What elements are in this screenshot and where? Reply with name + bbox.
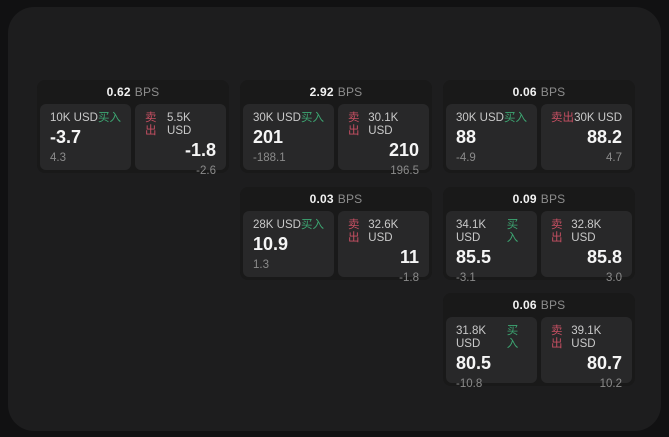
sell-tag[interactable]: 卖出 — [551, 325, 563, 350]
buy-price: -3.7 — [50, 127, 82, 147]
sell-tag[interactable]: 卖出 — [551, 112, 574, 124]
buy-tag[interactable]: 买入 — [301, 112, 324, 124]
bps-header: 0.06 BPS — [443, 293, 635, 317]
buy-price: 80.5 — [456, 353, 492, 373]
buy-amount: 30K USD — [456, 112, 504, 124]
buy-amount: 10K USD — [50, 112, 98, 124]
bps-value: 0.06 — [512, 298, 537, 312]
sell-change: 3.0 — [606, 272, 622, 284]
sell-amount: 32.8K USD — [571, 219, 602, 244]
bps-header: 0.06 BPS — [443, 80, 635, 104]
buy-amount: 31.8K USD — [456, 325, 487, 350]
bps-value: 0.62 — [106, 85, 131, 99]
buy-tag[interactable]: 买入 — [506, 325, 519, 350]
bps-value: 0.09 — [512, 192, 537, 206]
sell-price: 210 — [388, 140, 419, 160]
sell-amount: 32.6K USD — [368, 219, 399, 244]
bps-header: 0.03 BPS — [240, 187, 432, 211]
bps-unit-label: BPS — [540, 85, 566, 99]
bps-unit-label: BPS — [540, 298, 566, 312]
sell-change: 4.7 — [606, 152, 622, 164]
buy-panel[interactable]: 28K USD 买入 10.9 1.3 — [243, 211, 334, 277]
buy-price: 10.9 — [253, 234, 289, 254]
buy-amount: 34.1K USD — [456, 219, 487, 244]
buy-tag[interactable]: 买入 — [301, 219, 324, 231]
buy-price: 85.5 — [456, 247, 492, 267]
buy-tag[interactable]: 买入 — [98, 112, 121, 124]
sell-panel[interactable]: 卖出 30K USD 88.2 4.7 — [541, 104, 632, 170]
buy-amount: 30K USD — [253, 112, 301, 124]
sell-panel[interactable]: 卖出 32.6K USD 11 -1.8 — [338, 211, 429, 284]
bps-unit-label: BPS — [540, 192, 566, 206]
buy-price: 88 — [456, 127, 477, 147]
bps-header: 2.92 BPS — [240, 80, 432, 104]
sell-panel[interactable]: 卖出 5.5K USD -1.8 -2.6 — [135, 104, 226, 177]
buy-panel[interactable]: 10K USD 买入 -3.7 4.3 — [40, 104, 131, 170]
buy-change: -4.9 — [456, 152, 476, 164]
buy-price: 201 — [253, 127, 284, 147]
bps-unit-label: BPS — [134, 85, 160, 99]
buy-panel[interactable]: 30K USD 买入 88 -4.9 — [446, 104, 537, 170]
bps-unit-label: BPS — [337, 85, 363, 99]
buy-change: -188.1 — [253, 152, 286, 164]
bps-header: 0.09 BPS — [443, 187, 635, 211]
buy-change: 1.3 — [253, 259, 269, 271]
bps-header: 0.62 BPS — [37, 80, 229, 104]
bps-value: 0.03 — [309, 192, 334, 206]
sell-price: -1.8 — [184, 140, 216, 160]
quote-card: 0.06 BPS 31.8K USD 买入 80.5 -10.8 卖出 39.1… — [443, 293, 635, 390]
sell-change: -2.6 — [196, 165, 216, 177]
sell-change: -1.8 — [399, 272, 419, 284]
buy-panel[interactable]: 34.1K USD 买入 85.5 -3.1 — [446, 211, 537, 284]
bps-value: 2.92 — [309, 85, 334, 99]
quote-card: 0.03 BPS 28K USD 买入 10.9 1.3 卖出 32.6K US… — [240, 187, 432, 284]
sell-amount: 5.5K USD — [167, 112, 192, 137]
sell-tag[interactable]: 卖出 — [145, 112, 157, 137]
sell-tag[interactable]: 卖出 — [348, 219, 360, 244]
quote-card: 0.09 BPS 34.1K USD 买入 85.5 -3.1 卖出 32.8K… — [443, 187, 635, 284]
sell-panel[interactable]: 卖出 32.8K USD 85.8 3.0 — [541, 211, 632, 284]
buy-panel[interactable]: 31.8K USD 买入 80.5 -10.8 — [446, 317, 537, 390]
sell-price: 85.8 — [586, 247, 622, 267]
sell-change: 196.5 — [390, 165, 419, 177]
sell-amount: 30.1K USD — [368, 112, 399, 137]
sell-price: 88.2 — [586, 127, 622, 147]
buy-panel[interactable]: 30K USD 买入 201 -188.1 — [243, 104, 334, 170]
buy-tag[interactable]: 买入 — [506, 219, 519, 244]
sell-amount: 39.1K USD — [571, 325, 602, 350]
sell-tag[interactable]: 卖出 — [551, 219, 563, 244]
bps-value: 0.06 — [512, 85, 537, 99]
buy-change: -10.8 — [456, 378, 483, 390]
buy-change: -3.1 — [456, 272, 476, 284]
sell-amount: 30K USD — [574, 112, 622, 124]
buy-amount: 28K USD — [253, 219, 301, 231]
buy-tag[interactable]: 买入 — [504, 112, 527, 124]
sell-price: 80.7 — [586, 353, 622, 373]
quote-card: 0.62 BPS 10K USD 买入 -3.7 4.3 卖出 5.5K USD… — [37, 80, 229, 177]
quote-card: 0.06 BPS 30K USD 买入 88 -4.9 卖出 30K USD 8… — [443, 80, 635, 173]
quote-card: 2.92 BPS 30K USD 买入 201 -188.1 卖出 30.1K … — [240, 80, 432, 177]
sell-tag[interactable]: 卖出 — [348, 112, 360, 137]
sell-price: 11 — [399, 247, 419, 267]
trading-board: 0.62 BPS 10K USD 买入 -3.7 4.3 卖出 5.5K USD… — [8, 7, 661, 431]
sell-panel[interactable]: 卖出 30.1K USD 210 196.5 — [338, 104, 429, 177]
bps-unit-label: BPS — [337, 192, 363, 206]
buy-change: 4.3 — [50, 152, 66, 164]
sell-panel[interactable]: 卖出 39.1K USD 80.7 10.2 — [541, 317, 632, 390]
sell-change: 10.2 — [599, 378, 622, 390]
